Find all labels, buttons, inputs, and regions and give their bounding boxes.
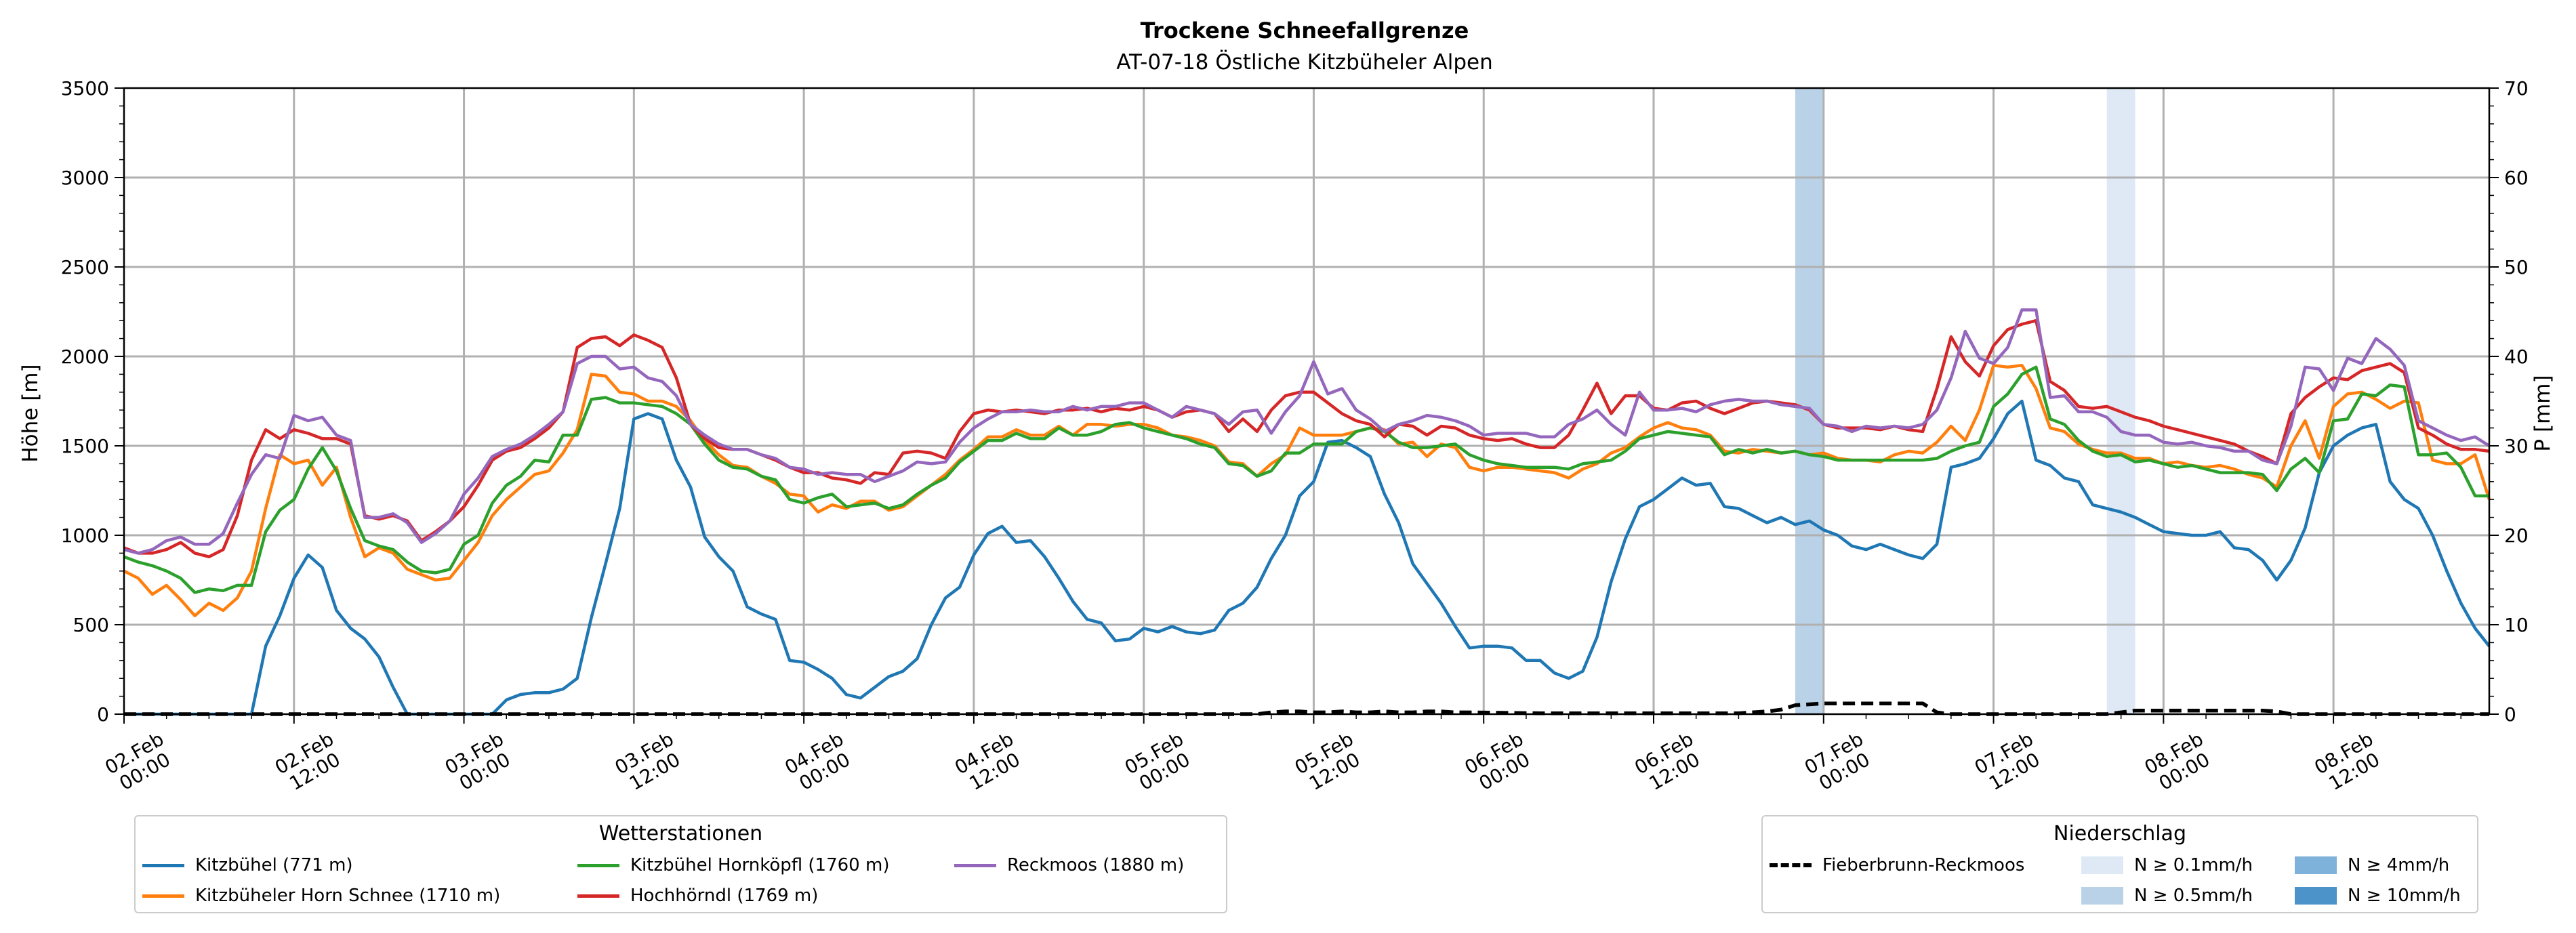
- legend-label: N ≥ 0.5mm/h: [2134, 886, 2253, 906]
- chart-subtitle: AT-07-18 Östliche Kitzbüheler Alpen: [1116, 49, 1492, 75]
- x-tick-label: 02.Feb12:00: [271, 728, 348, 797]
- series-line-kitzb-hel-771-m-: [124, 399, 2491, 716]
- legend-precip: Niederschlag Fieberbrunn-Reckmoos N ≥ 0.…: [1761, 815, 2478, 913]
- legend-item-level-4: N ≥ 4mm/h: [2295, 855, 2449, 875]
- legend-label: Kitzbüheler Horn Schnee (1710 m): [195, 886, 501, 906]
- series-line-kitzb-heler-horn-schnee-1710-m-: [123, 363, 2491, 618]
- legend-item-kitzbueheler-horn: Kitzbüheler Horn Schnee (1710 m): [142, 886, 500, 906]
- legend-label: Kitzbühel (771 m): [195, 855, 353, 875]
- legend-swatch: [142, 894, 184, 898]
- x-tick-label: 02.Feb00:00: [101, 728, 178, 797]
- y2-tick-label: 10: [2504, 614, 2529, 636]
- y2-tick-label: 60: [2504, 167, 2529, 189]
- x-tick-label: 07.Feb12:00: [1971, 728, 2048, 797]
- y-tick-label: 2000: [61, 346, 109, 368]
- legend-label: N ≥ 10mm/h: [2348, 886, 2461, 906]
- legend-label: N ≥ 4mm/h: [2348, 855, 2450, 875]
- legend-item-level-0-5: N ≥ 0.5mm/h: [2081, 886, 2253, 906]
- x-tick-label: 03.Feb12:00: [611, 728, 689, 797]
- precip-line: [124, 701, 2489, 716]
- y-tick-label: 3000: [61, 167, 109, 189]
- legend-stations: Wetterstationen Kitzbühel (771 m) Kitzbü…: [134, 815, 1227, 913]
- legend-item-precip-line: Fieberbrunn-Reckmoos: [1770, 855, 2024, 875]
- legend-label: Hochhörndl (1769 m): [630, 886, 819, 906]
- legend-stations-title: Wetterstationen: [598, 822, 763, 846]
- legend-swatch: [142, 863, 184, 867]
- series-line-hochh-rndl-1769-m-: [123, 318, 2490, 558]
- x-tick-label: 06.Feb00:00: [1460, 728, 1538, 797]
- x-tick-label: 04.Feb12:00: [951, 728, 1028, 797]
- y-tick-label: 3500: [61, 77, 109, 100]
- legend-item-level-10: N ≥ 10mm/h: [2295, 886, 2461, 906]
- legend-item-hochhoerndl: Hochhörndl (1769 m): [577, 886, 818, 906]
- x-tick-label: 04.Feb00:00: [781, 728, 858, 797]
- legend-swatch: [577, 863, 619, 867]
- y-tick-label: 1000: [61, 524, 109, 547]
- y-tick-label: 0: [97, 703, 109, 726]
- x-tick-label: 05.Feb00:00: [1121, 728, 1198, 797]
- x-tick-label: 08.Feb12:00: [2310, 728, 2388, 797]
- legend-swatch: [2081, 887, 2123, 905]
- y2-axis-label: P [mm]: [2531, 375, 2555, 451]
- legend-swatch: [577, 894, 619, 898]
- chart-title: Trockene Schneefallgrenze: [1141, 18, 1469, 43]
- y2-tick-label: 0: [2504, 703, 2516, 726]
- x-tick-label: 03.Feb00:00: [441, 728, 518, 797]
- x-tick-label: 06.Feb12:00: [1631, 728, 1708, 797]
- legend-label: Reckmoos (1880 m): [1007, 855, 1185, 875]
- legend-swatch: [2295, 856, 2337, 874]
- y-tick-label: 2500: [61, 256, 109, 278]
- y-tick-label: 1500: [61, 435, 109, 457]
- legend-item-level-0-1: N ≥ 0.1mm/h: [2081, 855, 2253, 875]
- legend-swatch: [2081, 856, 2123, 874]
- legend-item-reckmoos: Reckmoos (1880 m): [954, 855, 1184, 875]
- y2-tick-label: 70: [2504, 77, 2529, 100]
- legend-swatch: [1770, 863, 1812, 867]
- series-line-reckmoos-1880-m-: [123, 308, 2491, 555]
- legend-item-hornkoepfl: Kitzbühel Hornköpfl (1760 m): [577, 855, 889, 875]
- precip-band: [2106, 88, 2135, 714]
- series-line-kitzb-hel-hornk-pfl-1760-m-: [123, 365, 2489, 594]
- y2-tick-label: 30: [2504, 435, 2529, 457]
- y2-tick-label: 40: [2504, 346, 2529, 368]
- x-tick-label: 08.Feb00:00: [2141, 728, 2218, 797]
- y-tick-label: 500: [73, 614, 109, 636]
- legend-label: Fieberbrunn-Reckmoos: [1822, 855, 2025, 875]
- precip-band: [1795, 88, 1824, 714]
- legend-swatch: [2295, 887, 2337, 905]
- x-tick-label: 05.Feb12:00: [1291, 728, 1368, 797]
- legend-item-kitzbuehel: Kitzbühel (771 m): [142, 855, 353, 875]
- y2-tick-label: 20: [2504, 524, 2529, 547]
- legend-precip-title: Niederschlag: [2053, 822, 2186, 846]
- legend-swatch: [954, 863, 996, 867]
- legend-label: Kitzbühel Hornköpfl (1760 m): [630, 855, 890, 875]
- plot-frame: [123, 87, 2491, 716]
- legend-label: N ≥ 0.1mm/h: [2134, 855, 2253, 875]
- y2-tick-label: 50: [2504, 256, 2529, 278]
- x-tick-label: 07.Feb00:00: [1801, 728, 1878, 797]
- y-axis-label: Höhe [m]: [18, 364, 43, 462]
